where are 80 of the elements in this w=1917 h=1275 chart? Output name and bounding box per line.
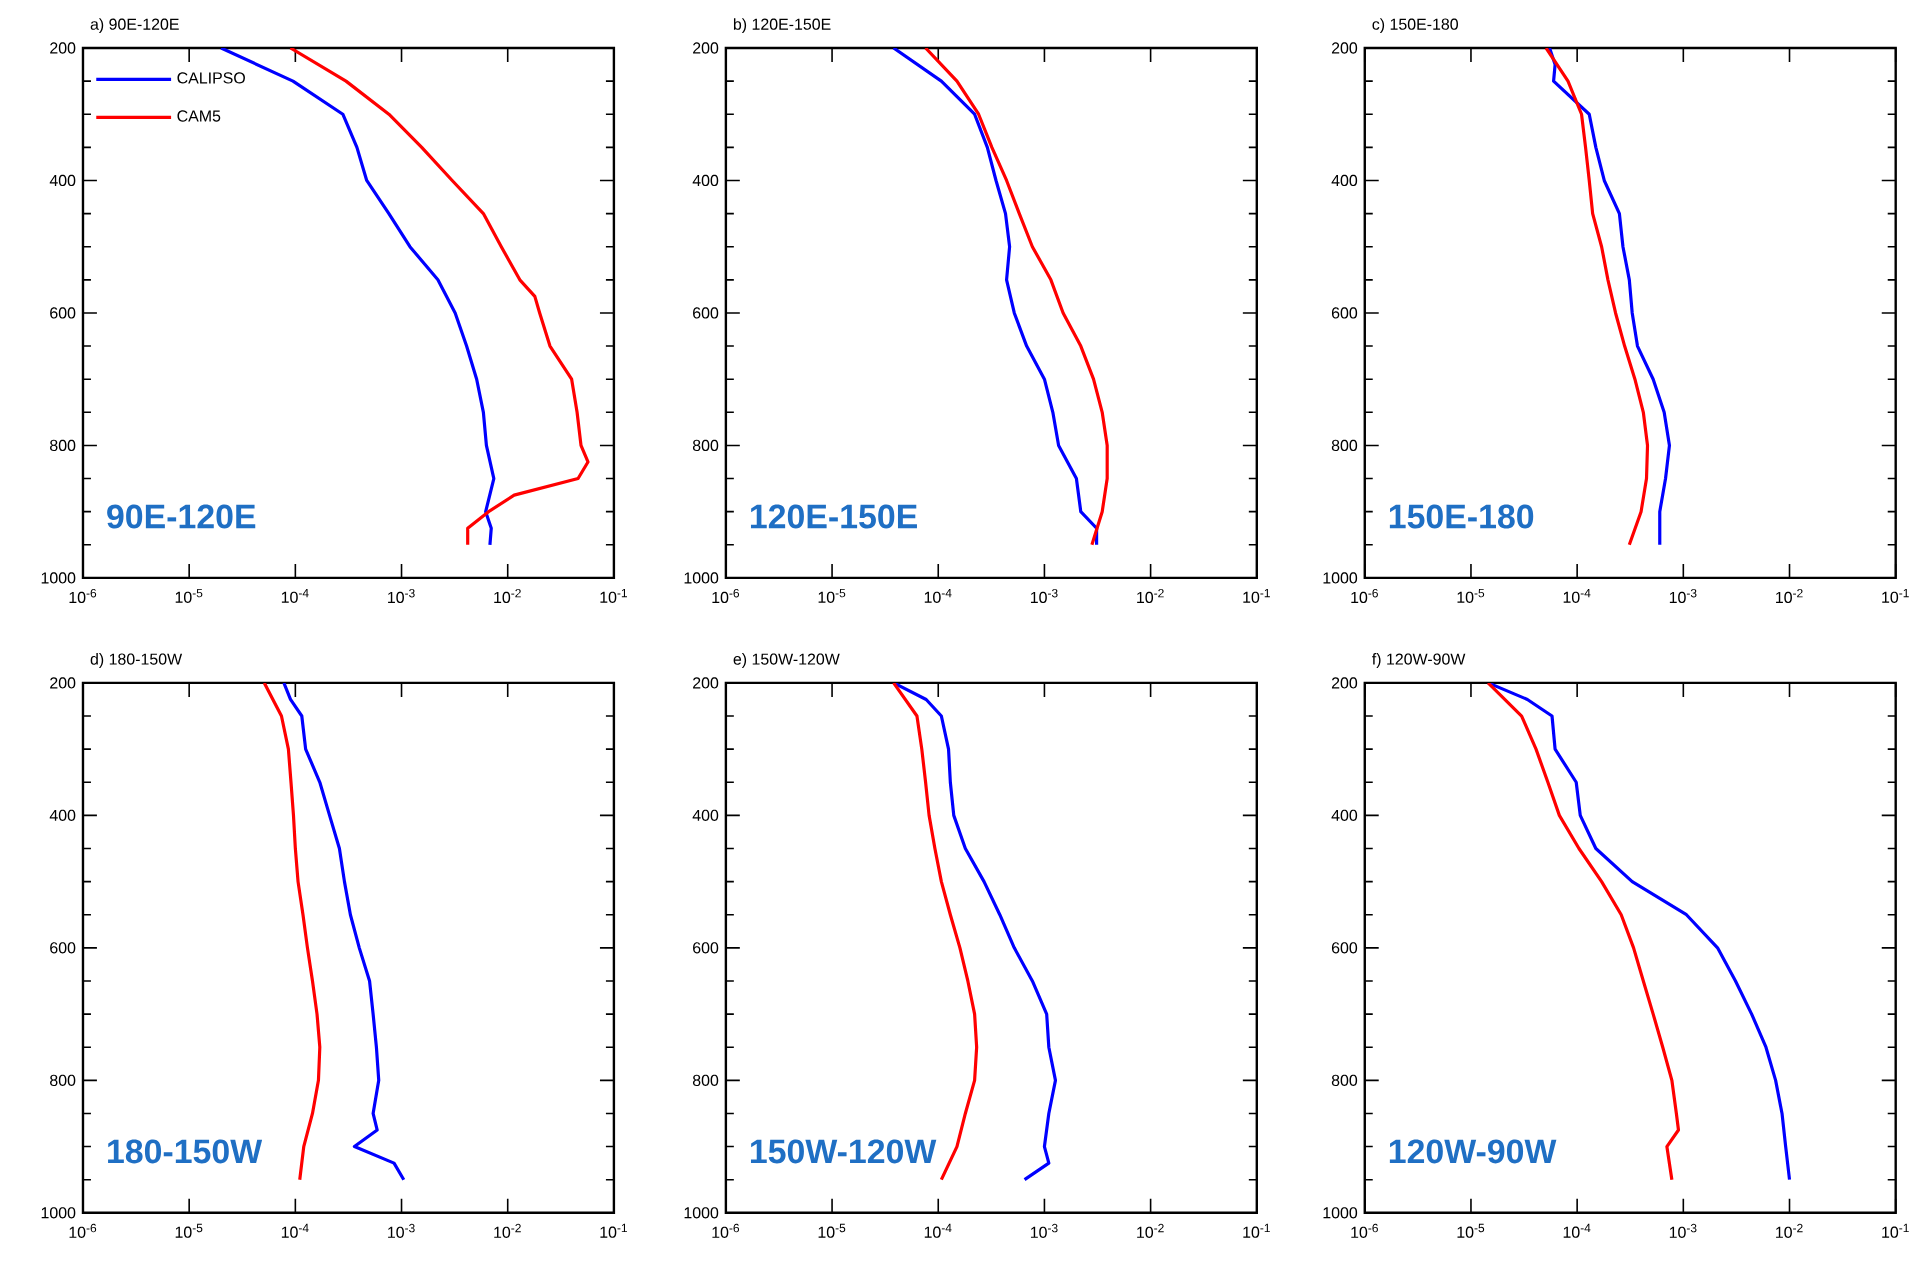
x-tick-label: 10$^{-6}$ <box>69 589 97 604</box>
x-tick-label: 10$^{-1}$ <box>1243 589 1270 604</box>
chart-title: f) 120W-90W <box>1372 653 1466 669</box>
y-tick-label: 200 <box>50 677 76 689</box>
x-tick-label: 10$^{-2}$ <box>1776 589 1803 604</box>
chart-title: c) 150E-180 <box>1372 18 1458 34</box>
x-tick-label: 10$^{-5}$ <box>818 589 846 604</box>
y-tick-label: 600 <box>50 942 76 954</box>
y-tick-label: 200 <box>693 677 719 689</box>
x-tick-label: 10$^{-6}$ <box>1351 589 1378 604</box>
y-tick-label: 600 <box>693 942 719 954</box>
x-tick-label: 10$^{-4}$ <box>281 1223 309 1238</box>
annotation: 150W-120W <box>750 1139 937 1164</box>
x-tick-label: 10$^{-5}$ <box>818 1223 846 1238</box>
y-tick-label: 800 <box>1331 439 1358 452</box>
x-tick-label: 10$^{-4}$ <box>924 1223 952 1238</box>
x-tick-label: 10$^{-5}$ <box>175 1223 203 1238</box>
y-tick-label: 600 <box>1331 307 1358 319</box>
x-tick-label: 10$^{-4}$ <box>281 589 309 604</box>
y-tick-label: 800 <box>50 1074 76 1087</box>
annotation: 120W-90W <box>1389 1139 1557 1164</box>
y-tick-label: 1000 <box>684 1207 719 1219</box>
y-tick-label: 1000 <box>41 572 76 584</box>
legend-label: CAM5 <box>177 110 221 122</box>
y-tick-label: 800 <box>1331 1074 1358 1087</box>
annotation: 120E-150E <box>750 504 917 529</box>
x-tick-label: 10$^{-1}$ <box>1882 1223 1909 1238</box>
x-tick-label: 10$^{-5}$ <box>1457 1223 1485 1238</box>
x-tick-label: 10$^{-5}$ <box>1457 589 1485 604</box>
x-tick-label: 10$^{-4}$ <box>1563 589 1591 604</box>
x-tick-label: 10$^{-4}$ <box>1563 1223 1591 1238</box>
chart-title: a) 90E-120E <box>90 18 179 34</box>
y-tick-label: 400 <box>692 809 719 822</box>
x-tick-label: 10$^{-2}$ <box>494 1223 521 1239</box>
y-tick-label: 1000 <box>684 572 719 584</box>
y-tick-label: 200 <box>50 42 76 54</box>
legend-label: CALIPSO <box>177 72 245 84</box>
x-tick-label: 10$^{-6}$ <box>69 1223 97 1239</box>
x-tick-label: 10$^{-1}$ <box>600 589 627 604</box>
x-tick-label: 10$^{-3}$ <box>388 1223 415 1239</box>
y-tick-label: 1000 <box>1323 1207 1358 1219</box>
y-tick-label: 600 <box>693 307 719 319</box>
y-tick-label: 200 <box>1331 42 1358 54</box>
x-tick-label: 10$^{-2}$ <box>1137 1223 1164 1239</box>
y-tick-label: 1000 <box>41 1207 76 1219</box>
y-tick-label: 400 <box>49 809 76 822</box>
y-tick-label: 200 <box>693 42 719 54</box>
x-tick-label: 10$^{-3}$ <box>1030 589 1058 604</box>
chart-title: d) 180-150W <box>90 653 183 669</box>
y-tick-label: 600 <box>1331 942 1358 954</box>
annotation: 150E-180 <box>1389 504 1534 529</box>
x-tick-label: 10$^{-3}$ <box>1030 1223 1058 1239</box>
annotation: 90E-120E <box>107 504 256 529</box>
x-tick-label: 10$^{-2}$ <box>1776 1223 1803 1239</box>
y-tick-label: 800 <box>692 439 719 452</box>
x-tick-label: 10$^{-6}$ <box>712 589 740 604</box>
x-tick-label: 10$^{-3}$ <box>1669 1223 1697 1239</box>
y-tick-label: 400 <box>1331 809 1358 822</box>
y-tick-label: 1000 <box>1323 572 1358 584</box>
x-tick-label: 10$^{-2}$ <box>1137 589 1164 604</box>
y-tick-label: 400 <box>1331 174 1358 187</box>
y-tick-label: 200 <box>1331 677 1358 689</box>
y-tick-label: 800 <box>50 439 76 452</box>
x-tick-label: 10$^{-3}$ <box>388 589 415 604</box>
chart-title: e) 150W-120W <box>733 653 840 669</box>
y-tick-label: 800 <box>692 1074 719 1087</box>
y-tick-label: 400 <box>692 174 719 187</box>
annotation: 180-150W <box>108 1139 263 1164</box>
y-tick-label: 400 <box>49 174 76 187</box>
x-tick-label: 10$^{-1}$ <box>1882 589 1909 604</box>
y-tick-label: 600 <box>50 307 76 319</box>
x-tick-label: 10$^{-5}$ <box>175 589 203 604</box>
x-tick-label: 10$^{-3}$ <box>1669 589 1697 604</box>
x-tick-label: 10$^{-2}$ <box>494 589 521 604</box>
x-tick-label: 10$^{-6}$ <box>712 1223 740 1239</box>
x-tick-label: 10$^{-6}$ <box>1351 1223 1378 1239</box>
x-tick-label: 10$^{-1}$ <box>600 1223 627 1238</box>
x-tick-label: 10$^{-1}$ <box>1243 1223 1270 1238</box>
chart-title: b) 120E-150E <box>733 18 831 34</box>
x-tick-label: 10$^{-4}$ <box>924 589 952 604</box>
